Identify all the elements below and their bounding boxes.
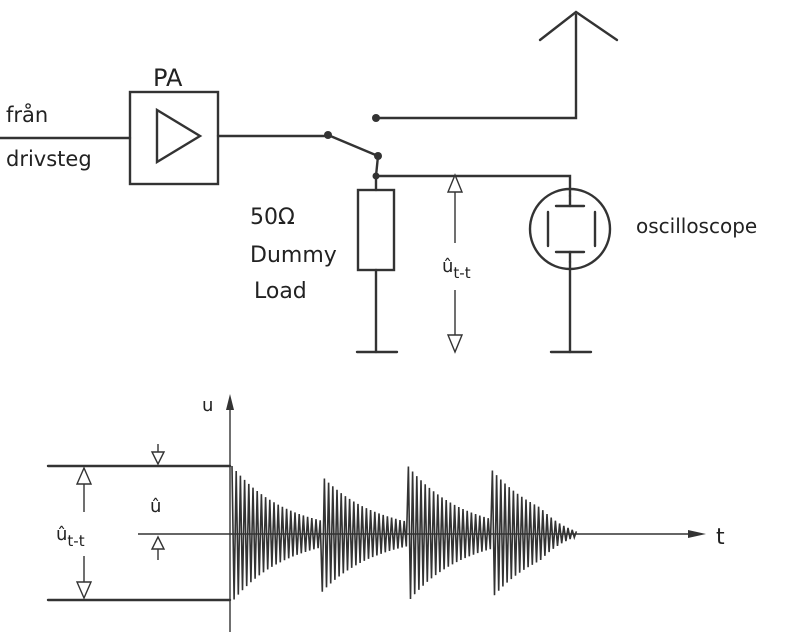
antenna-icon	[538, 10, 619, 42]
dummy-load-resistor	[356, 188, 396, 272]
voltage-arrow-up-icon	[446, 173, 464, 243]
voltage-label-sub: t-t	[453, 264, 470, 282]
waveform-plot: u t ût-t û	[46, 394, 725, 632]
input-label-line1: från	[6, 102, 48, 127]
oscillation-trace	[231, 465, 578, 600]
x-axis-label: t	[716, 525, 725, 550]
x-axis-arrow-icon	[688, 530, 706, 538]
amplifier-label: PA	[153, 64, 183, 92]
antenna-wire	[374, 13, 578, 120]
switch-blade	[326, 133, 380, 158]
pp-arrow-down-icon	[75, 556, 93, 600]
pp-label-sub: t-t	[67, 532, 84, 550]
schematic: från drivsteg PA 50Ω Dummy Load	[0, 10, 757, 354]
peak-arrow-down-icon	[150, 444, 166, 466]
pp-label: ût-t	[56, 524, 85, 550]
input-label-line2: drivsteg	[6, 147, 92, 171]
load-label-line2: Dummy	[250, 243, 337, 268]
peak-arrow-up-icon	[150, 535, 166, 560]
y-axis-arrow-icon	[226, 394, 234, 410]
pp-arrow-up-icon	[75, 466, 93, 512]
voltage-arrow-down-icon	[446, 290, 464, 354]
scope-feed-wire	[374, 174, 572, 198]
peak-label: û	[150, 496, 161, 517]
pp-label-main: û	[56, 524, 67, 545]
scope-label: oscilloscope	[636, 214, 757, 238]
oscilloscope-icon	[528, 187, 612, 271]
oscillation-waveform	[231, 465, 578, 600]
amplifier-triangle-icon	[155, 107, 203, 165]
load-label-line1: 50Ω	[250, 205, 295, 230]
y-axis-label: u	[202, 395, 213, 416]
voltage-label: ût-t	[442, 256, 471, 282]
voltage-label-main: û	[442, 256, 453, 277]
amplifier-box	[128, 90, 220, 186]
load-label-line3: Load	[254, 279, 307, 304]
